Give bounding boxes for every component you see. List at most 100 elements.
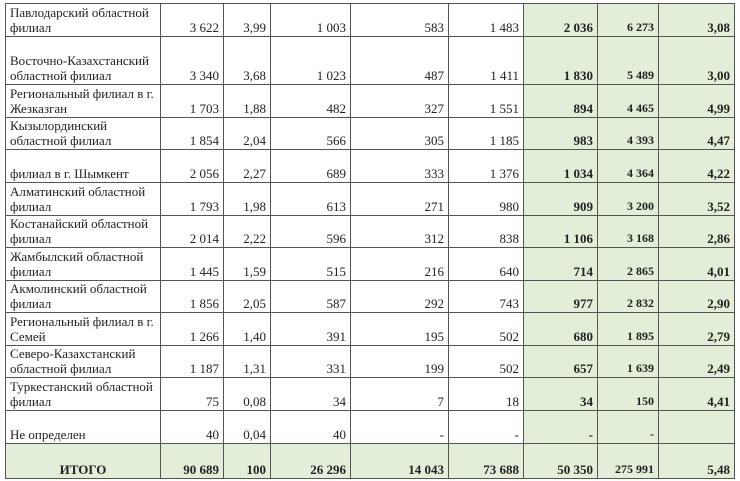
value-cell-c5: 838 xyxy=(448,215,524,248)
value-cell-c1: 40 xyxy=(160,410,224,444)
value-cell-c4: 216 xyxy=(350,247,449,281)
value-cell-c1: 1 703 xyxy=(160,84,224,118)
table-row: Северо-Казахстанский областной филиал 1 1… xyxy=(5,345,735,378)
value-cell-c7: 4 364 xyxy=(597,149,659,183)
value-cell-c2: 1,40 xyxy=(223,312,271,346)
value-cell-c2: 2,05 xyxy=(223,280,271,313)
table-row: Восточно-Казахстанский областной филиал 3… xyxy=(5,36,735,85)
branch-statistics-table: Павлодарский областной филиал 3 622 3,99 1 … xyxy=(5,3,735,479)
value-cell-c8: 2,90 xyxy=(658,280,735,313)
total-row: ИТОГО 90 689 100 26 296 14 043 73 688 50 350 27… xyxy=(5,443,735,479)
branch-name-cell: Кызылординский областной филиал xyxy=(5,117,161,150)
branch-name-cell: Северо-Казахстанский областной филиал xyxy=(5,345,161,378)
value-cell-c8: 4,47 xyxy=(658,117,735,150)
value-cell-c2: 2,27 xyxy=(223,149,271,183)
value-cell-c7: 275 991 xyxy=(597,443,659,479)
value-cell-c6: 1 034 xyxy=(523,149,598,183)
value-cell-c4: 487 xyxy=(350,36,449,85)
value-cell-c3: 515 xyxy=(270,247,351,281)
value-cell-c5: 1 551 xyxy=(448,84,524,118)
value-cell-c8: 4,99 xyxy=(658,84,735,118)
value-cell-c3: 566 xyxy=(270,117,351,150)
value-cell-c5: 640 xyxy=(448,247,524,281)
branch-name-cell: Павлодарский областной филиал xyxy=(5,3,161,37)
value-cell-c8 xyxy=(658,410,735,444)
value-cell-c3: 40 xyxy=(270,410,351,444)
value-cell-c4: 292 xyxy=(350,280,449,313)
value-cell-c7: - xyxy=(597,410,659,444)
value-cell-c5: 502 xyxy=(448,345,524,378)
value-cell-c5: - xyxy=(448,410,524,444)
value-cell-c3: 26 296 xyxy=(270,443,351,479)
branch-name-cell: Восточно-Казахстанский областной филиал xyxy=(5,36,161,85)
value-cell-c8: 2,79 xyxy=(658,312,735,346)
branch-name-cell: Туркестанский областной филиал xyxy=(5,377,161,411)
value-cell-c7: 5 489 xyxy=(597,36,659,85)
value-cell-c7: 3 200 xyxy=(597,182,659,216)
value-cell-c1: 1 266 xyxy=(160,312,224,346)
value-cell-c3: 613 xyxy=(270,182,351,216)
table-row: Региональный филиал в г. Жезказган 1 703 1… xyxy=(5,84,735,118)
value-cell-c6: 714 xyxy=(523,247,598,281)
value-cell-c2: 2,04 xyxy=(223,117,271,150)
value-cell-c6: 680 xyxy=(523,312,598,346)
value-cell-c2: 3,68 xyxy=(223,36,271,85)
value-cell-c2: 1,88 xyxy=(223,84,271,118)
value-cell-c6: 50 350 xyxy=(523,443,598,479)
value-cell-c6: 657 xyxy=(523,345,598,378)
value-cell-c7: 4 465 xyxy=(597,84,659,118)
table-row: Костанайский областной филиал 2 014 2,22 59… xyxy=(5,215,735,248)
value-cell-c6: 909 xyxy=(523,182,598,216)
value-cell-c4: 271 xyxy=(350,182,449,216)
value-cell-c3: 1 003 xyxy=(270,3,351,37)
table-row: Не определен 40 0,04 40- - - - xyxy=(5,410,735,444)
value-cell-c8: 3,08 xyxy=(658,3,735,37)
value-cell-c7: 3 168 xyxy=(597,215,659,248)
table-row: Кызылординский областной филиал 1 854 2,04… xyxy=(5,117,735,150)
table-row: филиал в г. Шымкент 2 056 2,27 689 333 1 376 1… xyxy=(5,149,735,183)
branch-name-cell: Не определен xyxy=(5,410,161,444)
value-cell-c8: 4,22 xyxy=(658,149,735,183)
value-cell-c4: 333 xyxy=(350,149,449,183)
value-cell-c6: 1 830 xyxy=(523,36,598,85)
branch-name-cell: ИТОГО xyxy=(5,443,161,479)
value-cell-c8: 5,48 xyxy=(658,443,735,479)
value-cell-c6: 983 xyxy=(523,117,598,150)
value-cell-c3: 1 023 xyxy=(270,36,351,85)
value-cell-c6: 894 xyxy=(523,84,598,118)
value-cell-c2: 0,04 xyxy=(223,410,271,444)
value-cell-c1: 1 793 xyxy=(160,182,224,216)
value-cell-c3: 331 xyxy=(270,345,351,378)
value-cell-c2: 1,31 xyxy=(223,345,271,378)
value-cell-c3: 34 xyxy=(270,377,351,411)
value-cell-c6: 34 xyxy=(523,377,598,411)
branch-name-cell: Алматинский областной филиал xyxy=(5,182,161,216)
value-cell-c1: 90 689 xyxy=(160,443,224,479)
value-cell-c3: 391 xyxy=(270,312,351,346)
value-cell-c2: 2,22 xyxy=(223,215,271,248)
value-cell-c3: 596 xyxy=(270,215,351,248)
value-cell-c5: 1 185 xyxy=(448,117,524,150)
value-cell-c7: 1 895 xyxy=(597,312,659,346)
value-cell-c4: 199 xyxy=(350,345,449,378)
value-cell-c2: 100 xyxy=(223,443,271,479)
value-cell-c1: 2 056 xyxy=(160,149,224,183)
value-cell-c4: 195 xyxy=(350,312,449,346)
value-cell-c5: 1 411 xyxy=(448,36,524,85)
value-cell-c1: 1 187 xyxy=(160,345,224,378)
branch-name-cell: Акмолинский областной филиал xyxy=(5,280,161,313)
value-cell-c7: 4 393 xyxy=(597,117,659,150)
branch-name-cell: Жамбылский областной филиал xyxy=(5,247,161,281)
value-cell-c1: 1 856 xyxy=(160,280,224,313)
value-cell-c2: 3,99 xyxy=(223,3,271,37)
value-cell-c6: - xyxy=(523,410,598,444)
branch-name-cell: Региональный филиал в г. Семей xyxy=(5,312,161,346)
table-row: Жамбылский областной филиал 1 445 1,59 515 2… xyxy=(5,247,735,281)
value-cell-c8: 3,52 xyxy=(658,182,735,216)
value-cell-c3: 587 xyxy=(270,280,351,313)
value-cell-c6: 977 xyxy=(523,280,598,313)
value-cell-c4: 14 043 xyxy=(350,443,449,479)
value-cell-c8: 2,49 xyxy=(658,345,735,378)
branch-name-cell: Региональный филиал в г. Жезказган xyxy=(5,84,161,118)
value-cell-c4: 305 xyxy=(350,117,449,150)
